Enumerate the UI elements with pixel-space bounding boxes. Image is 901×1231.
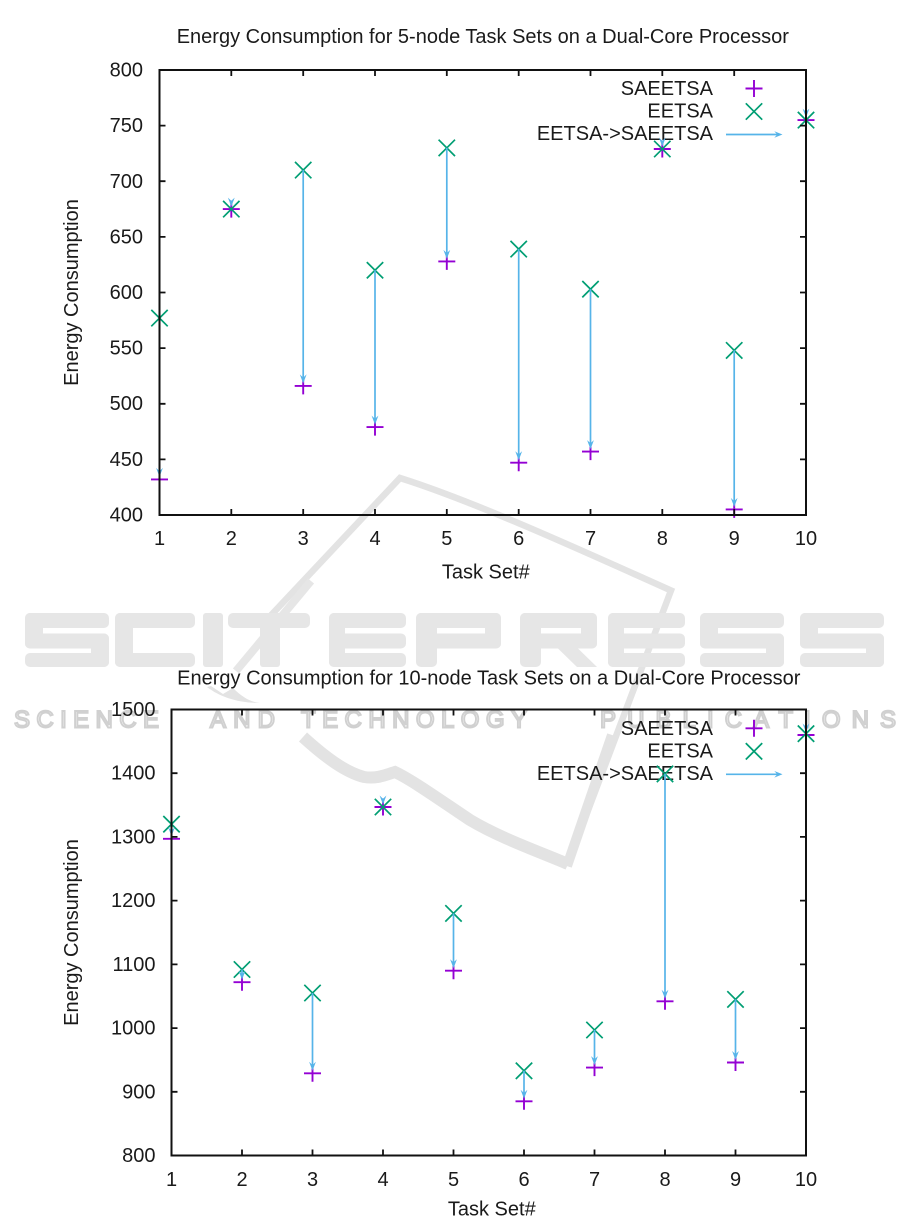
svg-text:3: 3 <box>298 528 309 550</box>
svg-text:1400: 1400 <box>111 763 156 785</box>
svg-text:8: 8 <box>657 528 668 550</box>
svg-text:6: 6 <box>518 1169 529 1191</box>
svg-text:900: 900 <box>122 1081 155 1103</box>
svg-text:Task Set#: Task Set# <box>442 562 531 584</box>
svg-text:7: 7 <box>585 528 596 550</box>
svg-text:800: 800 <box>110 60 143 82</box>
svg-text:400: 400 <box>110 505 143 527</box>
svg-text:800: 800 <box>122 1145 155 1167</box>
svg-text:1300: 1300 <box>111 826 156 848</box>
svg-text:Energy Consumption: Energy Consumption <box>61 839 83 1026</box>
svg-text:10: 10 <box>795 528 817 550</box>
svg-text:2: 2 <box>226 528 237 550</box>
svg-text:550: 550 <box>110 338 143 360</box>
svg-text:600: 600 <box>110 282 143 304</box>
svg-text:450: 450 <box>110 449 143 471</box>
svg-text:EETSA: EETSA <box>647 101 713 123</box>
svg-text:6: 6 <box>513 528 524 550</box>
svg-text:SAEETSA: SAEETSA <box>621 718 714 740</box>
svg-text:9: 9 <box>730 1169 741 1191</box>
svg-text:500: 500 <box>110 393 143 415</box>
svg-text:9: 9 <box>729 528 740 550</box>
svg-text:Task Set#: Task Set# <box>448 1199 537 1221</box>
svg-text:4: 4 <box>369 528 380 550</box>
svg-text:1100: 1100 <box>112 954 155 976</box>
svg-text:8: 8 <box>659 1169 670 1191</box>
svg-text:2: 2 <box>236 1169 247 1191</box>
svg-text:1500: 1500 <box>111 699 156 721</box>
svg-text:EETSA->SAEETSA: EETSA->SAEETSA <box>537 123 714 145</box>
svg-text:Energy Consumption: Energy Consumption <box>61 199 83 386</box>
svg-text:EETSA->SAEETSA: EETSA->SAEETSA <box>537 763 714 785</box>
svg-text:5: 5 <box>448 1169 459 1191</box>
svg-text:Energy Consumption for 5-node: Energy Consumption for 5-node Task Sets … <box>177 26 789 48</box>
svg-text:SCIENCE: SCIENCE <box>14 707 160 734</box>
svg-text:4: 4 <box>377 1169 388 1191</box>
svg-text:1: 1 <box>166 1169 177 1191</box>
svg-text:AND: AND <box>210 707 276 734</box>
svg-text:1: 1 <box>154 528 165 550</box>
svg-text:SAEETSA: SAEETSA <box>621 78 714 100</box>
svg-text:10: 10 <box>795 1169 817 1191</box>
svg-text:750: 750 <box>110 115 143 137</box>
svg-text:650: 650 <box>110 226 143 248</box>
svg-text:7: 7 <box>589 1169 600 1191</box>
svg-text:5: 5 <box>441 528 452 550</box>
svg-text:Energy Consumption for 10-node: Energy Consumption for 10-node Task Sets… <box>177 668 801 690</box>
svg-text:700: 700 <box>110 171 143 193</box>
svg-text:EETSA: EETSA <box>647 740 713 762</box>
svg-text:3: 3 <box>307 1169 318 1191</box>
svg-text:1000: 1000 <box>111 1018 156 1040</box>
svg-text:1200: 1200 <box>111 890 156 912</box>
